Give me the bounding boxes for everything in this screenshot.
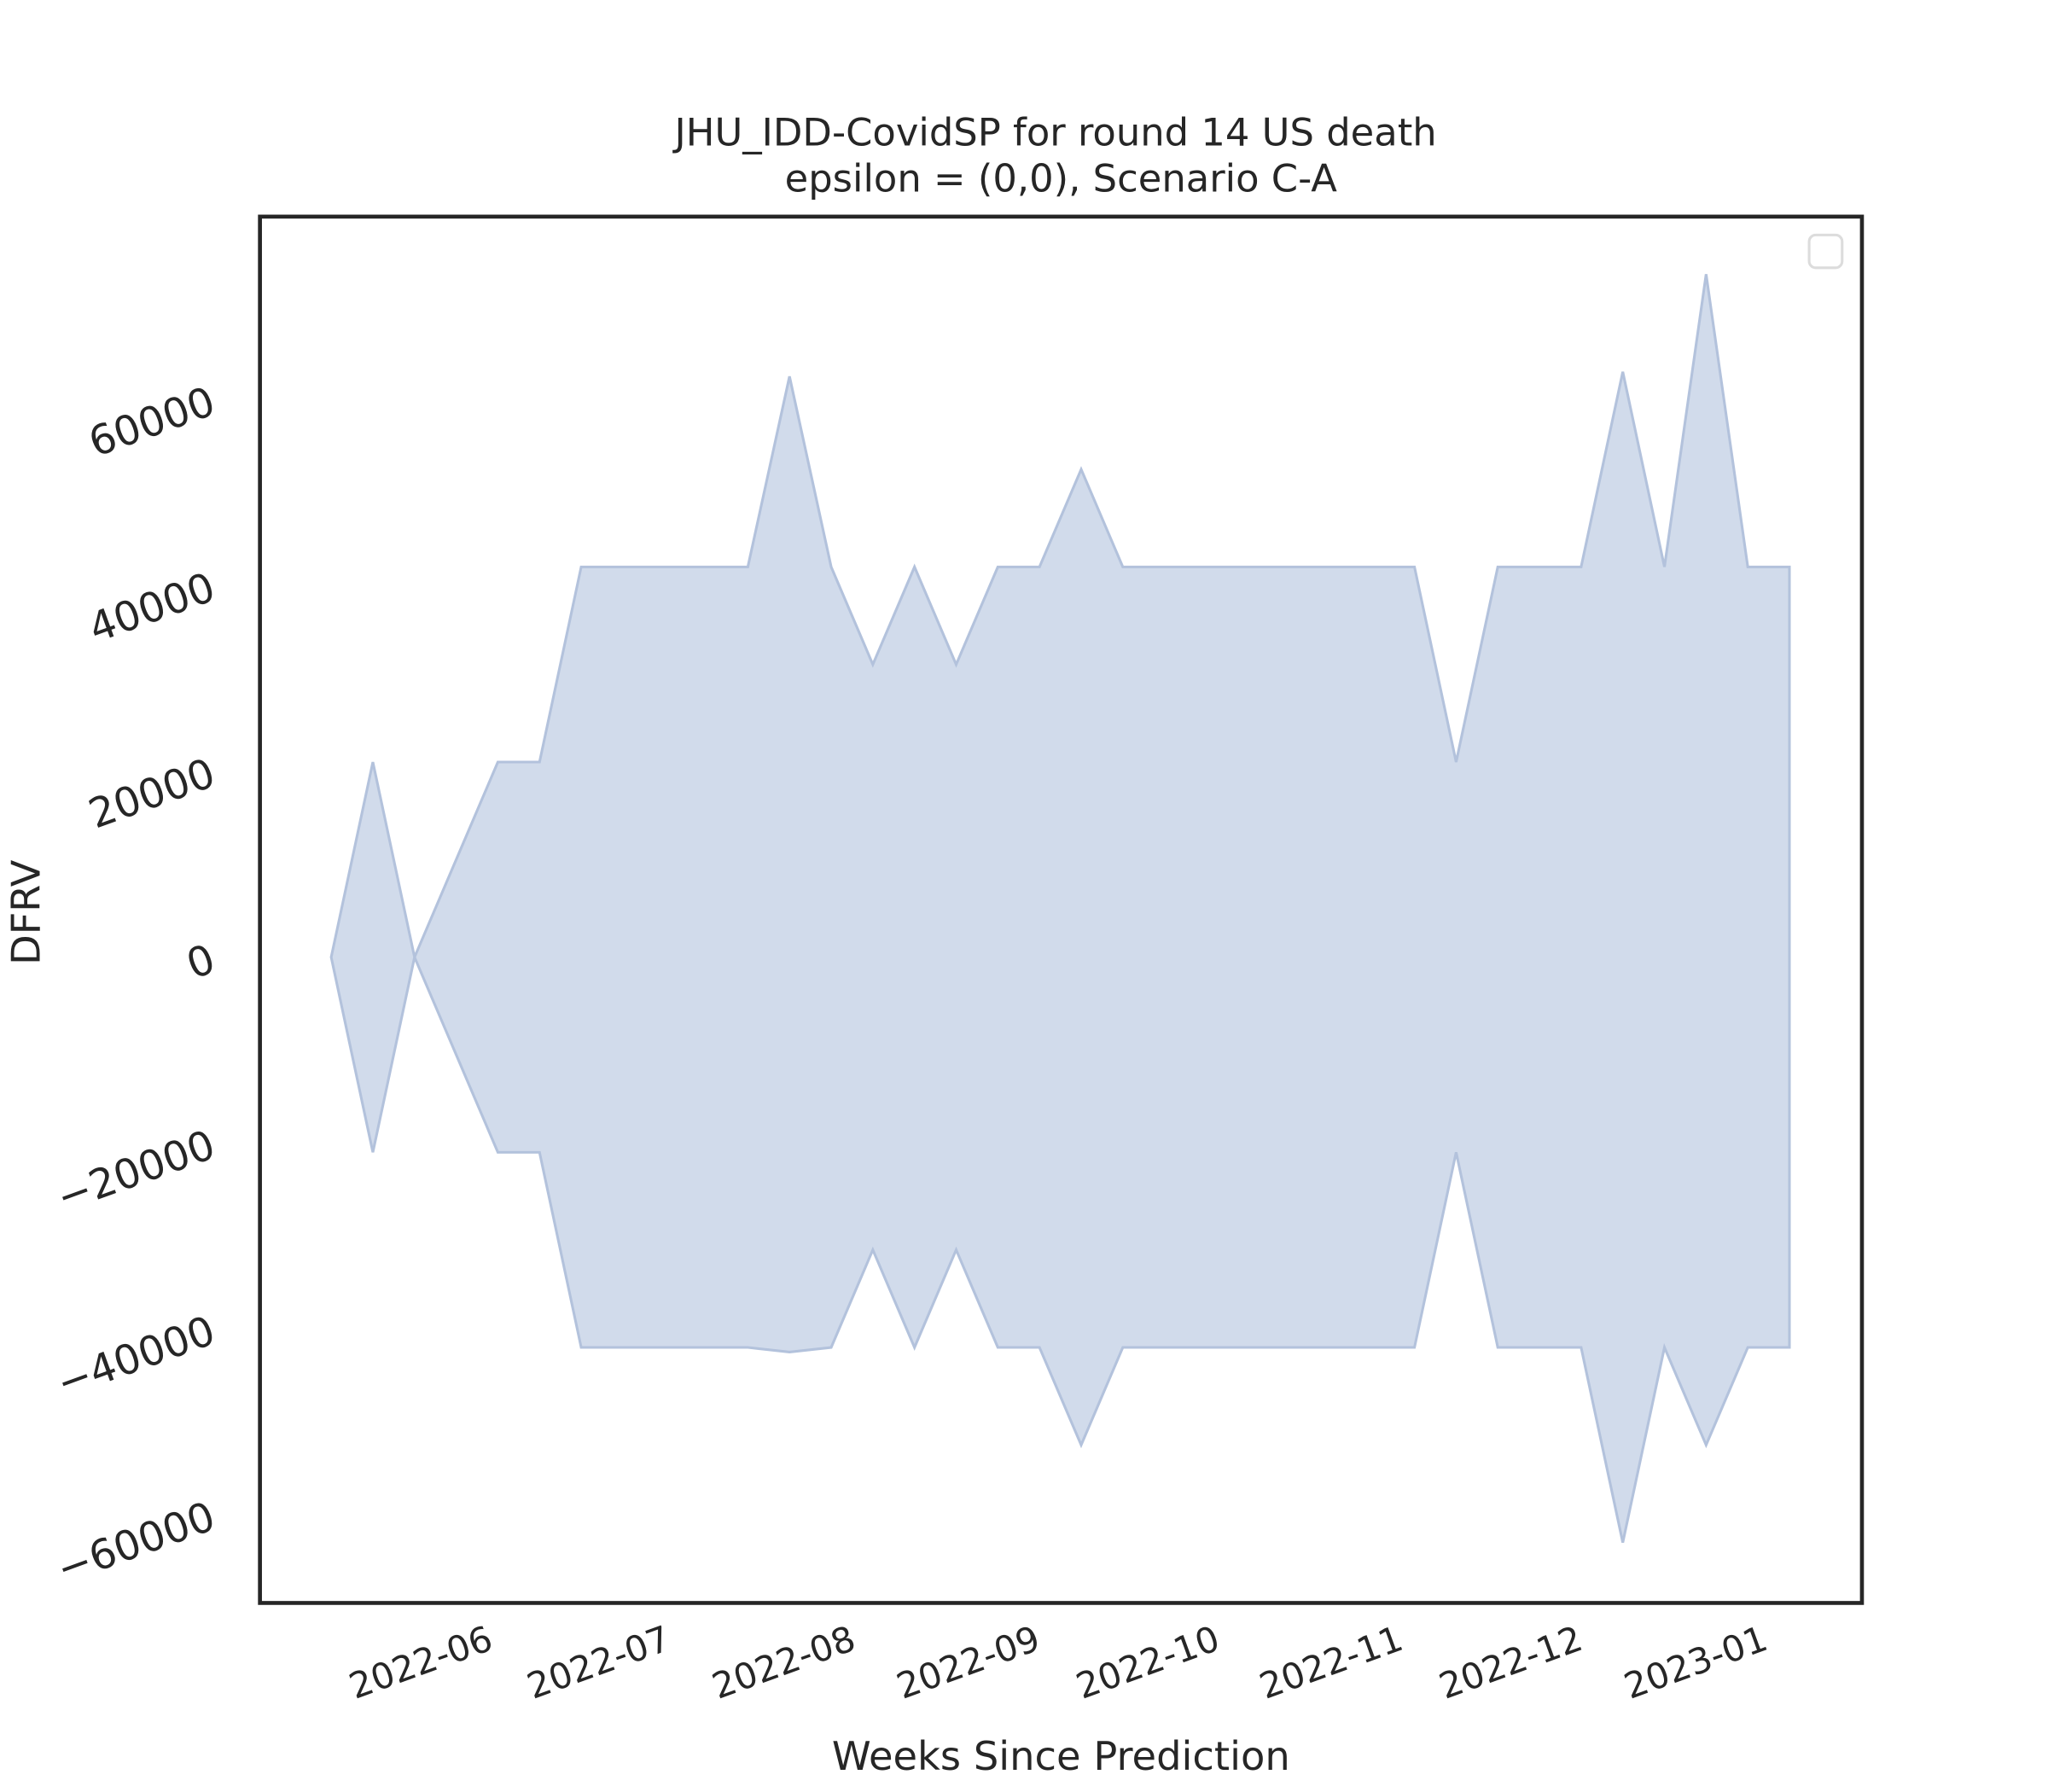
legend-box: [1807, 233, 1844, 270]
y-tick-label: −40000: [50, 1307, 221, 1407]
y-tick-label: −20000: [50, 1122, 221, 1222]
y-tick-label: 0: [181, 936, 222, 989]
x-tick-label: 2022-09: [891, 1617, 1045, 1707]
axes-frame: [258, 214, 1865, 1605]
x-tick-label: 2022-06: [344, 1617, 498, 1707]
plot-area: [329, 274, 1791, 1544]
band-area: [329, 274, 1791, 1544]
chart-subtitle: epsilon = (0,0), Scenario C-A: [785, 155, 1338, 201]
y-tick-label: −60000: [50, 1493, 221, 1593]
x-tick-label: 2023-01: [1619, 1617, 1773, 1707]
x-tick-label: 2022-12: [1434, 1617, 1588, 1707]
chart-title: JHU_IDD-CovidSP for round 14 US death: [672, 110, 1437, 155]
y-tick-label: 40000: [83, 564, 221, 652]
x-tick-label: 2022-08: [707, 1617, 861, 1707]
y-axis-label: DFRV: [3, 859, 49, 965]
x-tick-label: 2022-10: [1071, 1617, 1225, 1707]
x-axis-label: Weeks Since Prediction: [832, 1733, 1290, 1779]
y-tick-label: 20000: [83, 750, 221, 838]
x-tick-label: 2022-07: [521, 1617, 676, 1707]
y-tick-label: 60000: [83, 378, 221, 466]
x-tick-label: 2022-11: [1254, 1617, 1409, 1707]
